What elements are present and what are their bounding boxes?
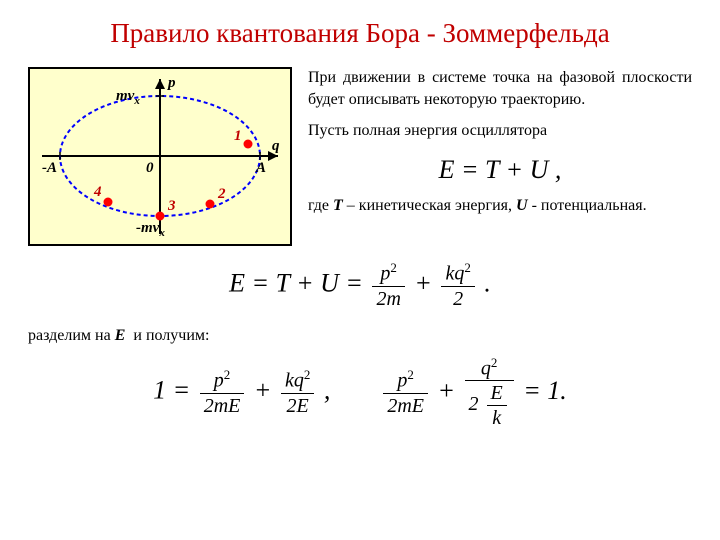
svg-text:mvx: mvx [116,88,140,107]
equation-1: E = T + U , [308,152,692,187]
equation-row: 1 = p22mE + kq22E , p22mE + q22 Ek = 1. [28,355,692,431]
svg-text:-A: -A [42,160,57,176]
equation-3: 1 = p22mE + kq22E , [153,367,330,418]
right-column: При движении в системе точка на фазовой … [308,67,692,246]
top-row: pq0A-Amvx-mvx1234 При движении в системе… [28,67,692,246]
page-title: Правило квантования Бора - Зоммерфельда [28,18,692,49]
svg-text:0: 0 [146,160,154,176]
para-2: Пусть полная энергия осциллятора [308,120,692,142]
equation-4: p22mE + q22 Ek = 1. [380,355,566,431]
svg-text:A: A [255,160,266,176]
para-1: При движении в системе точка на фазовой … [308,67,692,110]
svg-text:4: 4 [93,184,102,200]
equation-2: E = T + U = p22m + kq22 . [28,260,692,311]
svg-text:p: p [166,75,176,91]
lower-block: E = T + U = p22m + kq22 . разделим на E … [28,260,692,430]
svg-text:3: 3 [167,198,176,214]
svg-text:q: q [272,138,280,154]
para-3: где T – кинетическая энергия, U - потенц… [308,195,692,217]
svg-text:1: 1 [234,128,242,144]
para-4: разделим на E и получим: [28,327,692,345]
phase-diagram: pq0A-Amvx-mvx1234 [28,67,292,246]
svg-text:2: 2 [217,186,226,202]
phase-diagram-svg: pq0A-Amvx-mvx1234 [30,69,290,244]
